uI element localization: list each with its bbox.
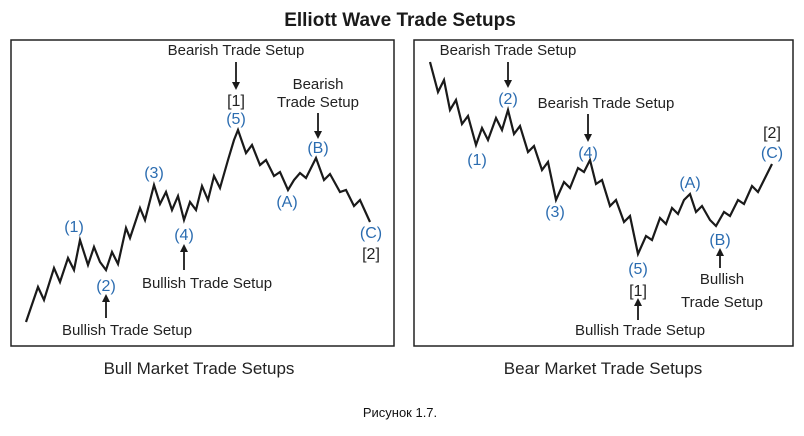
bear-wave-line xyxy=(428,61,773,258)
bear-wave-label-2: (2) xyxy=(498,91,518,108)
bull-bearish-setup-b-line2: Trade Setup xyxy=(277,94,359,111)
bear-wave-label-4: (4) xyxy=(578,145,598,162)
bull-bullish-setup-4: Bullish Trade Setup xyxy=(142,275,272,292)
bull-wave-label-4: (4) xyxy=(174,227,194,244)
bull-market-panel: (1) (2) (3) (4) (5) (A) (B) (C) [1] [2] … xyxy=(10,39,395,378)
bear-bullish-setup-b-line2: Trade Setup xyxy=(681,294,763,311)
bear-bullish-setup-5: Bullish Trade Setup xyxy=(575,322,705,339)
bull-wave-label-1: (1) xyxy=(64,219,84,236)
bear-degree-label-1: [1] xyxy=(629,283,647,300)
bull-panel-frame xyxy=(10,39,395,347)
bear-panel-frame xyxy=(413,39,794,347)
bear-bullish-setup-b-line1: Bullish xyxy=(700,271,744,288)
bull-wave-label-a: (A) xyxy=(276,194,297,211)
bull-panel-title: Bull Market Trade Setups xyxy=(104,359,295,378)
bull-wave-label-c: (C) xyxy=(360,225,382,242)
figure-title: Elliott Wave Trade Setups xyxy=(284,10,516,31)
bear-wave-label-3: (3) xyxy=(545,204,565,221)
bull-degree-label-2: [2] xyxy=(362,246,380,263)
bull-bullish-setup-2: Bullish Trade Setup xyxy=(62,322,192,339)
bear-market-panel: (1) (2) (3) (4) (5) (A) (B) (C) [1] [2] … xyxy=(413,39,794,378)
bear-bearish-setup-4: Bearish Trade Setup xyxy=(538,95,675,112)
figure-caption: Рисунок 1.7. xyxy=(363,405,437,420)
bull-bearish-setup-b-line1: Bearish xyxy=(293,76,344,93)
bear-wave-label-5: (5) xyxy=(628,261,648,278)
bear-wave-label-1: (1) xyxy=(467,152,487,169)
bear-wave-label-b: (B) xyxy=(709,232,730,249)
bull-bearish-setup-top: Bearish Trade Setup xyxy=(168,42,305,59)
bull-wave-label-5: (5) xyxy=(226,111,246,128)
bear-panel-title: Bear Market Trade Setups xyxy=(504,359,702,378)
bull-wave-label-3: (3) xyxy=(144,165,164,182)
bull-wave-label-2: (2) xyxy=(96,278,116,295)
bear-wave-label-a: (A) xyxy=(679,175,700,192)
bull-wave-line xyxy=(24,126,372,323)
bull-degree-label-1: [1] xyxy=(227,93,245,110)
bear-wave-label-c: (C) xyxy=(761,145,783,162)
bull-wave-label-b: (B) xyxy=(307,140,328,157)
bear-bearish-setup-2: Bearish Trade Setup xyxy=(440,42,577,59)
bear-degree-label-2: [2] xyxy=(763,125,781,142)
